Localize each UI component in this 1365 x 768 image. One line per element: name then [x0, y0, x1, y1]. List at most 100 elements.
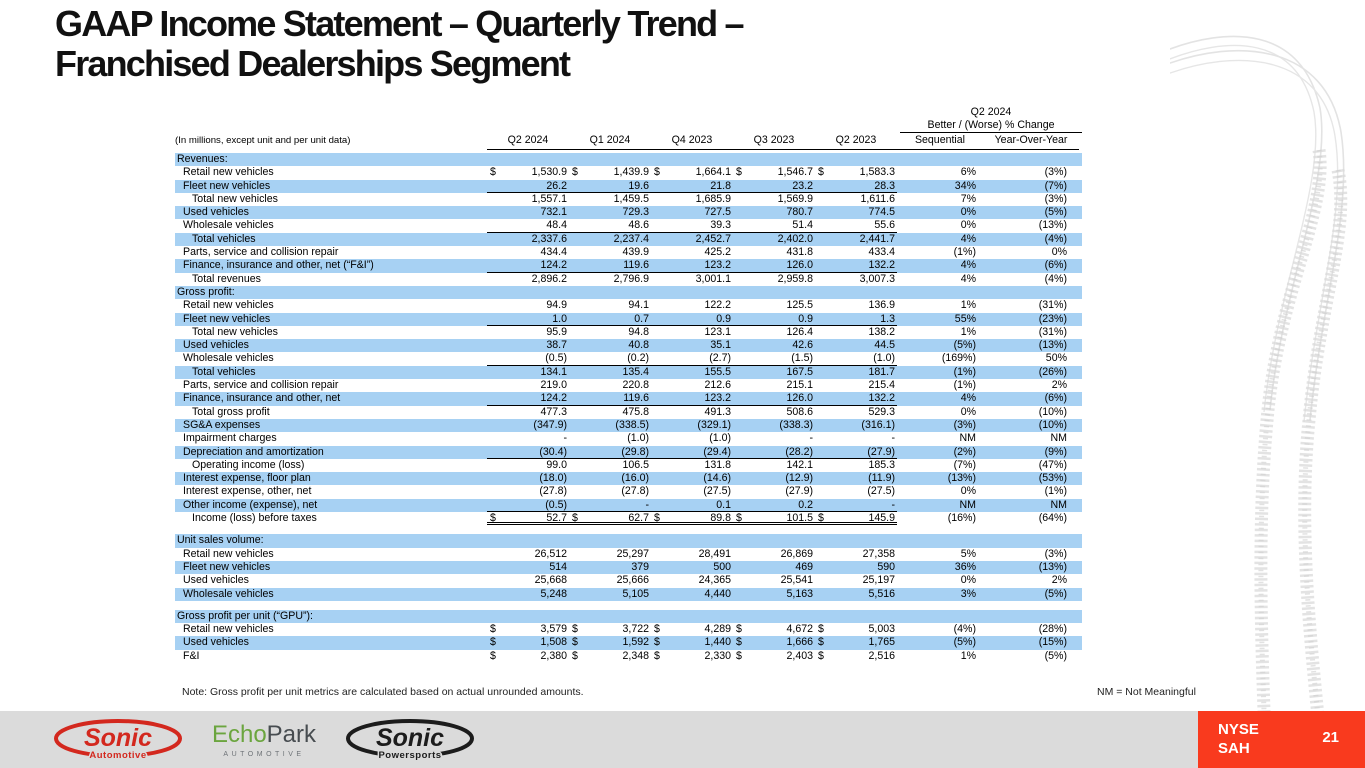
- dollar-sign: [815, 246, 832, 259]
- cell-year-over-year: (10%): [1038, 418, 1067, 431]
- dollar-sign: [651, 193, 668, 206]
- dollar-sign: [487, 219, 504, 233]
- cell-value: 2,402.0: [777, 232, 813, 245]
- cell-year-over-year: NM: [1050, 432, 1067, 445]
- dollar-sign: [569, 193, 586, 206]
- cell-sequential: 0%: [960, 405, 976, 418]
- dollar-sign: [815, 366, 832, 379]
- dollar-sign: [651, 366, 668, 379]
- cell-year-over-year: (28%): [1038, 623, 1067, 636]
- units-label: (In millions, except unit and per unit d…: [175, 135, 351, 146]
- cell-value: 1,685.9: [695, 192, 731, 205]
- sonic-automotive-logo: Sonic Automotive: [54, 718, 182, 762]
- cell-sequential: 0%: [960, 206, 976, 219]
- dollar-sign: [651, 180, 668, 193]
- table-row: Wholesale vehicles 5,248 5,105 4,440 5,163 5,…: [175, 587, 1082, 601]
- row-label: Total gross profit: [192, 405, 270, 418]
- row-label: Total vehicles: [192, 232, 256, 245]
- row-label: Fleet new vehicles: [183, 312, 271, 325]
- cell-year-over-year: 2%: [1051, 379, 1067, 392]
- row-label: Fleet new vehicles: [183, 179, 271, 192]
- cell-value: 1,569.9: [777, 192, 813, 205]
- cell-value: 508.6: [786, 405, 813, 418]
- row-label: Total revenues: [192, 272, 261, 285]
- cell-sequential: (4%): [953, 623, 976, 636]
- cell-value: 2,896.2: [531, 272, 567, 285]
- ticker-code: SAH: [1218, 739, 1250, 757]
- cell-sequential: (5%): [953, 339, 976, 352]
- dollar-sign: [569, 299, 586, 312]
- cell-value: 439.9: [622, 246, 649, 259]
- dollar-sign: [651, 459, 668, 472]
- dollar-sign: [733, 366, 750, 379]
- dollar-sign: [569, 419, 586, 432]
- cell-value: (16.0): [621, 472, 649, 485]
- section-gap: [175, 601, 1082, 610]
- dollar-sign: $: [651, 512, 668, 526]
- cell-value: (18.0): [539, 472, 567, 485]
- dollar-sign: [487, 326, 504, 339]
- cell-value: 0.9: [750, 313, 815, 326]
- row-label: Interest expense, floor plan: [183, 472, 311, 485]
- cell-value: 5,105: [622, 587, 649, 600]
- dollar-sign: $: [818, 166, 824, 179]
- cell-value: 1,459.5: [613, 192, 649, 205]
- dollar-sign: $: [487, 512, 504, 526]
- cell-value: 2,403: [786, 649, 813, 662]
- dollar-sign: [569, 259, 586, 273]
- cell-value: 124.2: [504, 259, 569, 273]
- cell-value: 44.5: [874, 339, 895, 352]
- dollar-sign: [569, 339, 586, 352]
- dollar-sign: [569, 548, 586, 561]
- cell-value: 123.1: [704, 325, 731, 338]
- cell-sequential: (1%): [953, 379, 976, 392]
- dollar-sign: [733, 406, 750, 419]
- cell-value: 2,796.9: [613, 272, 649, 285]
- dollar-sign: [569, 446, 586, 459]
- dollar-sign: [569, 233, 586, 246]
- cell-value: 126.4: [786, 325, 813, 338]
- dollar-sign: [569, 326, 586, 339]
- cell-value: 106.5: [622, 458, 649, 471]
- dollar-sign: [651, 273, 668, 286]
- dollar-sign: [651, 352, 668, 366]
- cell-value: 732.1: [540, 206, 567, 219]
- cell-value: 38.7: [546, 339, 567, 352]
- cell-value: 99.0: [546, 458, 567, 471]
- cell-value: 475.8: [622, 405, 649, 418]
- cell-sequential: 1%: [960, 325, 976, 338]
- cell-value: 25,666: [616, 574, 649, 587]
- cell-year-over-year: (3%): [1044, 192, 1067, 205]
- sonic-powersports-sublabel: Powersports: [378, 750, 441, 761]
- row-label: Parts, service and collision repair: [183, 246, 339, 259]
- cell-sequential: 0%: [960, 574, 976, 587]
- row-label: Total vehicles: [192, 365, 256, 378]
- cell-value: 2,337.6: [531, 232, 567, 245]
- cell-year-over-year: (13%): [1038, 219, 1067, 232]
- row-label: Retail new vehicles: [183, 623, 274, 636]
- cell-value: 40.8: [628, 339, 649, 352]
- dollar-sign: [733, 574, 750, 587]
- nm-definition-note: NM = Not Meaningful: [1097, 686, 1196, 698]
- dollar-sign: $: [572, 636, 578, 649]
- dollar-sign: [733, 548, 750, 561]
- cell-value: 1,611.6: [860, 192, 895, 205]
- table-row: Parts, service and collision repair 219.0…: [175, 379, 1082, 392]
- row-label: Used vehicles: [183, 206, 249, 219]
- cell-year-over-year: (13%): [1038, 339, 1067, 352]
- dollar-sign: [815, 299, 832, 312]
- cell-value: 48.6: [586, 219, 651, 233]
- dollar-sign: [487, 499, 504, 513]
- cell-value: 1,508: [540, 636, 567, 649]
- dollar-sign: [487, 419, 504, 432]
- cell-value: 2,348: [622, 649, 649, 662]
- dollar-sign: [487, 180, 504, 193]
- footer-bar: Sonic Automotive EchoPark AUTOMOTIVE Son…: [0, 711, 1198, 768]
- cell-value: 5,516: [868, 587, 895, 600]
- cell-value: (27.8): [539, 485, 567, 498]
- dollar-sign: [487, 379, 504, 392]
- cell-value: 219.0: [540, 379, 567, 392]
- cell-value: (316.1): [861, 418, 895, 431]
- table-row: Parts, service and collision repair 434.4…: [175, 246, 1082, 259]
- page-number: 21: [1322, 729, 1339, 746]
